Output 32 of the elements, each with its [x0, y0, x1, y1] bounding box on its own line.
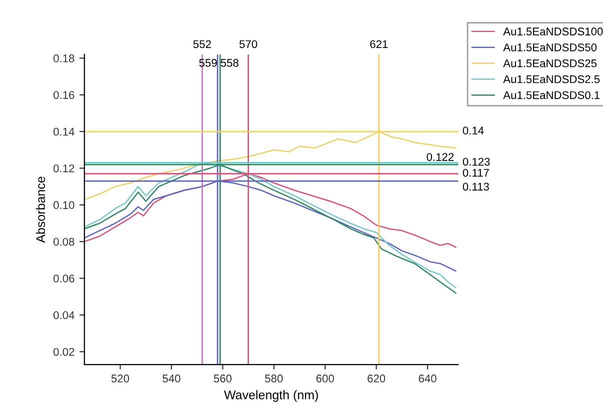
legend-label: Au1.5EaNDSDS2.5	[503, 75, 600, 84]
y-tick-label: 0.02	[54, 348, 74, 356]
x-tick-label: 600	[316, 374, 334, 382]
ref-line-label: 0.117	[462, 168, 489, 177]
y-tick-label: 0.18	[54, 54, 74, 62]
x-tick-label: 640	[418, 374, 436, 382]
x-tick-label: 520	[111, 374, 130, 382]
ref-line-label: 621	[370, 40, 388, 48]
y-tick-label: 0.12	[54, 164, 74, 172]
ref-line-label: 558	[220, 58, 238, 67]
legend-label: Au1.5EaNDSDS50	[503, 43, 597, 52]
x-tick-label: 580	[265, 374, 283, 382]
x-tick-label: 560	[214, 374, 232, 382]
x-tick-label: 620	[368, 374, 386, 382]
ref-line-label: 0.122	[426, 153, 454, 161]
legend-label: Au1.5EaNDSDS0.1	[503, 91, 600, 100]
y-tick-label: 0.14	[54, 128, 74, 136]
y-tick-label: 0.06	[54, 274, 74, 282]
ref-line-label: 552	[193, 40, 211, 48]
legend-label: Au1.5EaNDSDS25	[503, 59, 597, 68]
y-tick-label: 0.08	[54, 238, 74, 246]
ref-line-label: 0.123	[462, 158, 490, 166]
y-tick-label: 0.16	[54, 91, 74, 99]
x-axis-title: Wavelength (nm)	[224, 390, 318, 402]
ref-line-label: 0.14	[462, 126, 484, 135]
ref-line-label: 570	[239, 40, 258, 48]
ref-line-label: 0.113	[462, 182, 489, 191]
legend-label: Au1.5EaNDSDS100	[503, 28, 603, 36]
x-tick-label: 540	[162, 374, 180, 382]
y-tick-label: 0.10	[54, 201, 74, 210]
y-tick-label: 0.04	[54, 311, 74, 320]
y-axis-title: Absorbance	[36, 176, 46, 243]
